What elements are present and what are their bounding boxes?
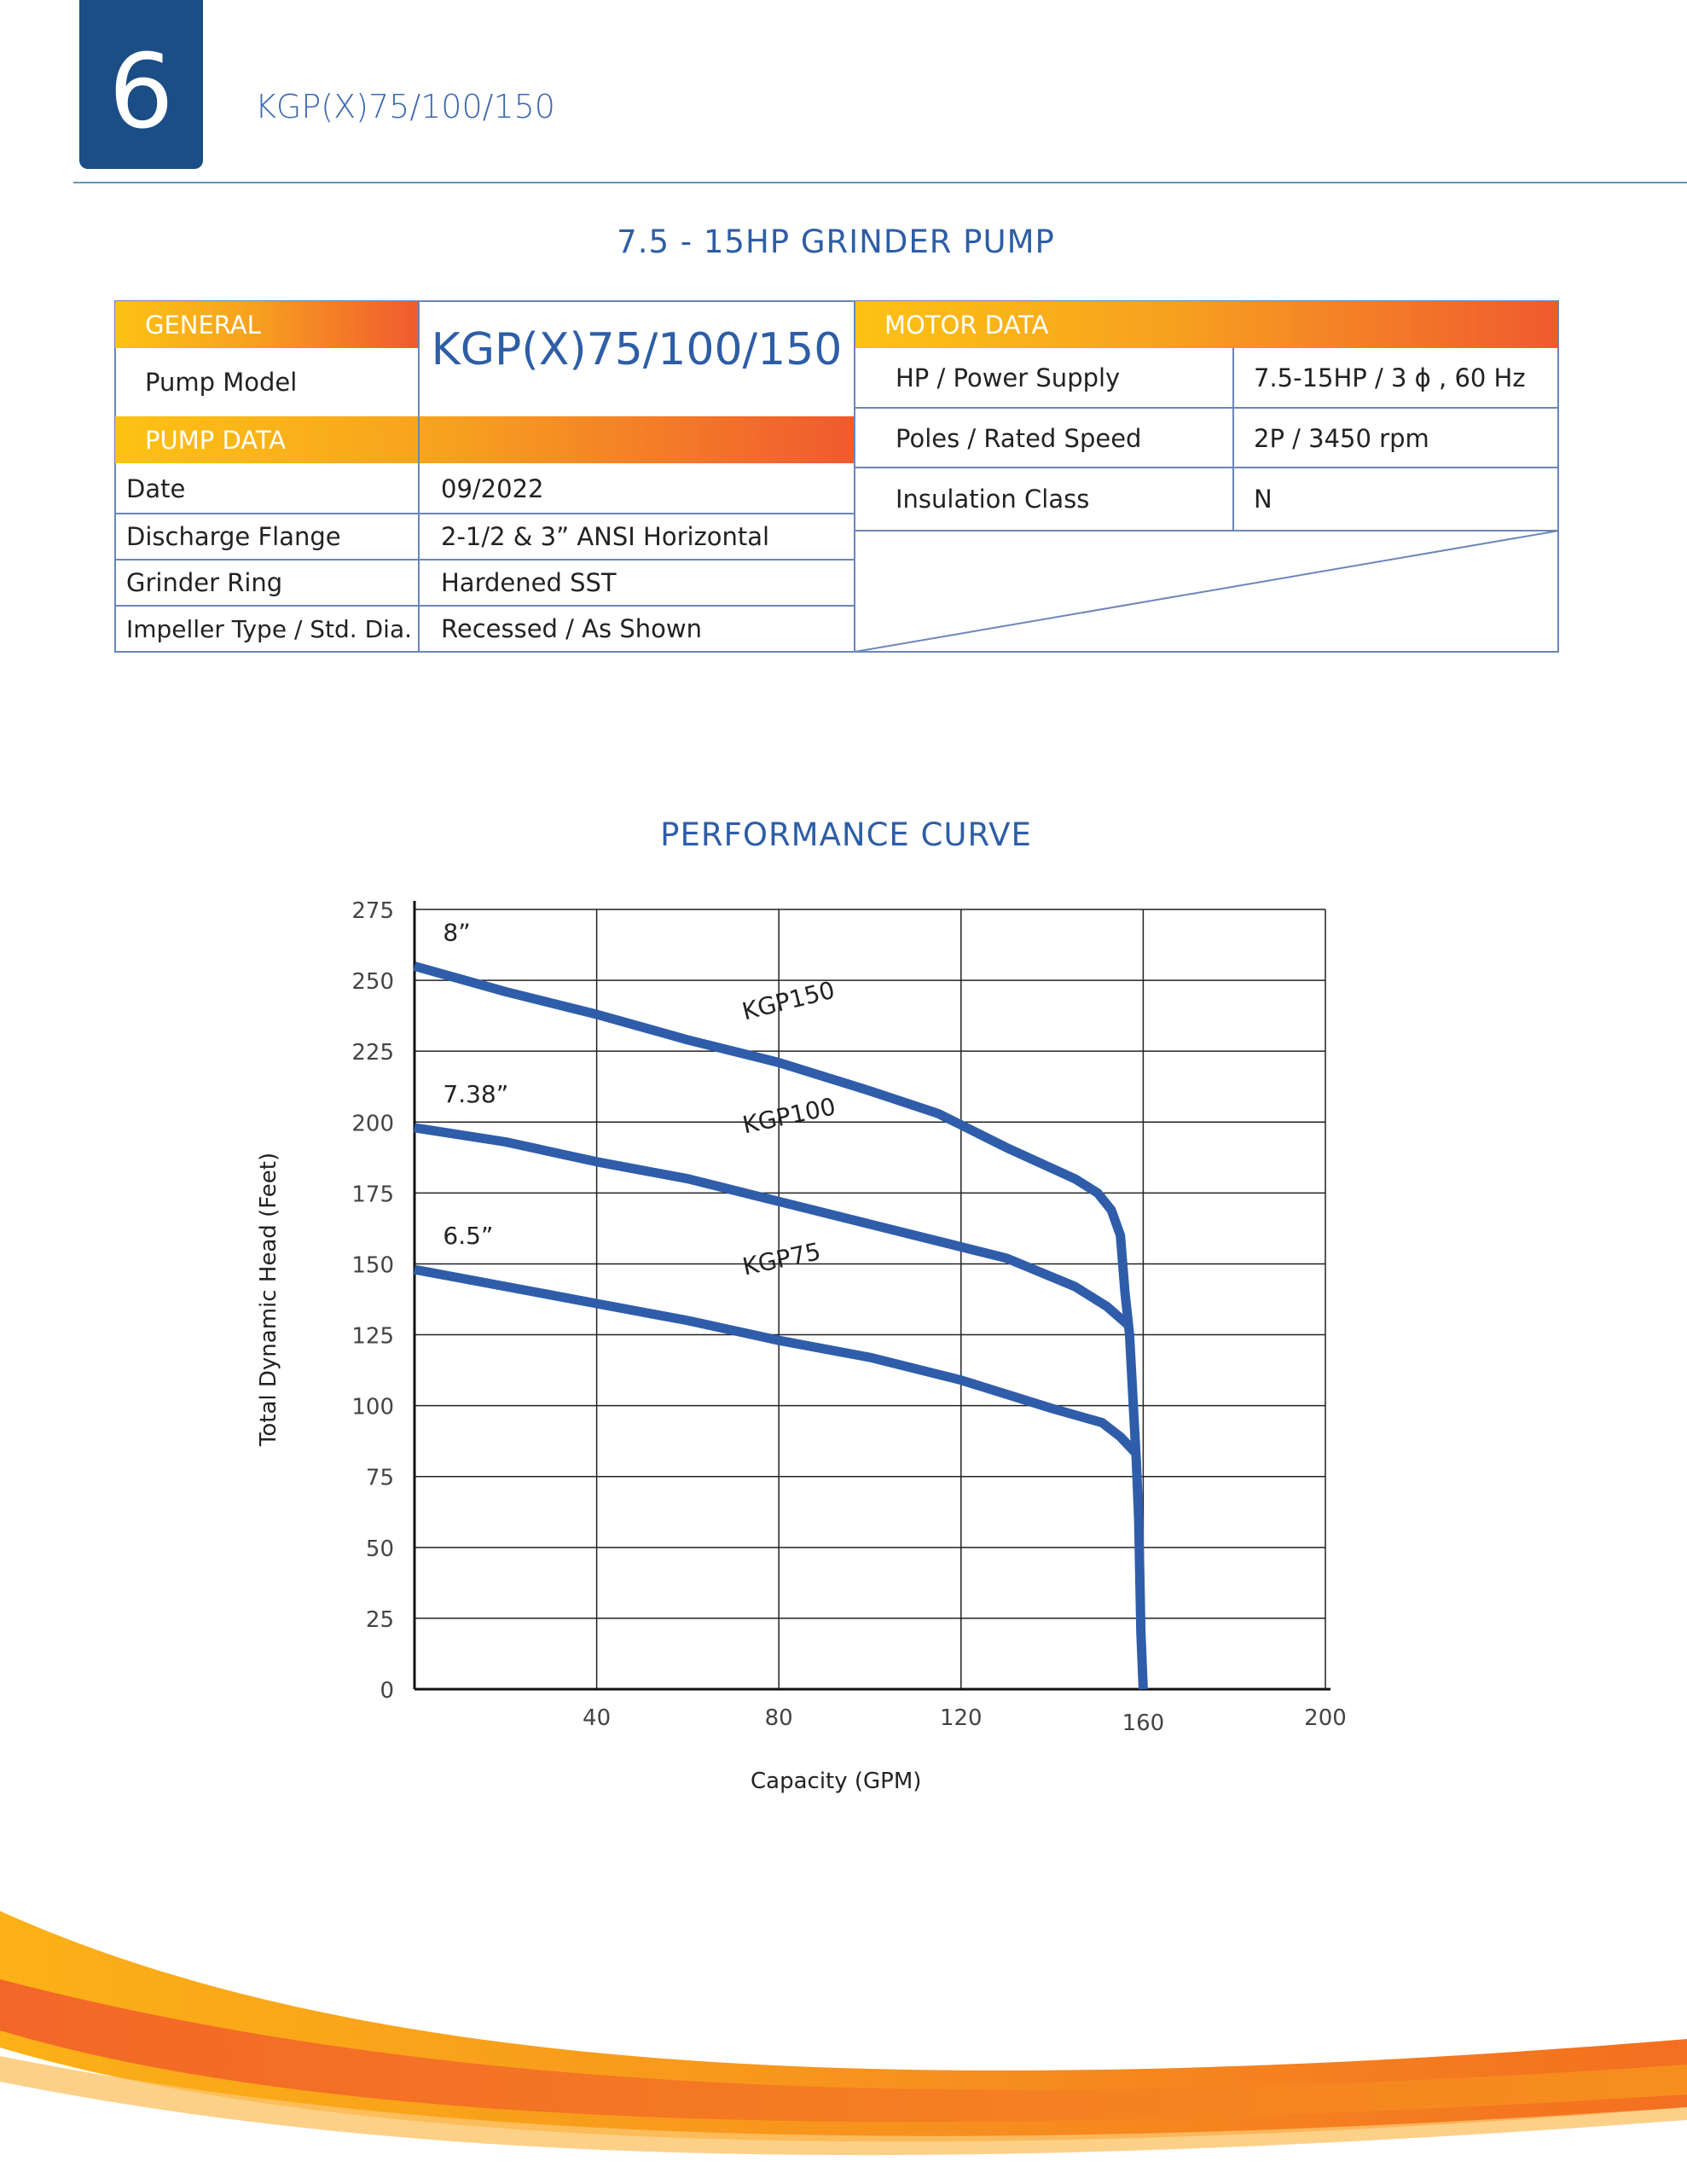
impeller-diameter-label: 8” [443,919,470,947]
pump-model-label: Pump Model [145,368,298,397]
y-tick-label: 250 [351,969,394,995]
motor-row-insulation-label: Insulation Class [896,485,1090,514]
y-tick-label: 25 [366,1607,394,1633]
motor-data-header: MOTOR DATA [855,301,1558,348]
header-divider [73,182,1687,183]
impeller-diameter-label: 7.38” [443,1080,508,1108]
row-divider [855,530,1559,531]
page-number-badge: 6 [79,0,203,169]
y-tick-label: 175 [351,1182,394,1207]
empty-cell-diagonal [855,531,1559,652]
y-tick-label: 200 [351,1111,394,1136]
series-label: KGP150 [739,976,838,1026]
x-tick-label: 40 [583,1705,611,1731]
motor-row-hp-label: HP / Power Supply [896,363,1121,392]
y-tick-label: 125 [351,1324,394,1350]
x-tick-label: 160 [1122,1711,1165,1736]
x-tick-label: 200 [1304,1705,1347,1731]
col-divider [418,300,420,653]
pump-data-row-ring-value: Hardened SST [441,568,617,597]
col-divider [854,300,855,653]
y-tick-label: 150 [351,1252,394,1278]
x-axis-label: Capacity (GPM) [751,1769,922,1794]
curve-kgp100 [414,1123,1133,1330]
header-model-title: KGP(X)75/100/150 [255,88,555,125]
pump-data-header: PUMP DATA [115,416,855,463]
curve-kgp150 [413,961,1148,1690]
page-number: 6 [108,33,174,152]
pump-data-row-date-value: 09/2022 [441,474,544,503]
curve-kgp75 [413,1264,1140,1457]
pump-data-row-flange-value: 2-1/2 & 3” ANSI Horizontal [441,522,770,551]
motor-row-poles-label: Poles / Rated Speed [896,424,1142,453]
decorative-swoosh [0,1911,1687,2156]
y-tick-label: 225 [351,1040,394,1066]
section-title: 7.5 - 15HP GRINDER PUMP [617,224,1055,260]
row-divider [114,605,855,607]
pump-data-row-flange-label: Discharge Flange [126,522,341,551]
x-tick-label: 80 [765,1705,793,1731]
pump-data-row-impeller-label: Impeller Type / Std. Dia. [126,614,413,643]
pump-data-row-date-label: Date [126,474,186,503]
row-divider [855,467,1559,468]
spec-table [114,300,1559,653]
chart-title: PERFORMANCE CURVE [660,816,1032,853]
impeller-diameter-label: 6.5” [443,1222,493,1250]
y-tick-label: 50 [366,1536,394,1562]
y-tick-label: 100 [351,1395,394,1420]
y-tick-label: 0 [380,1678,394,1704]
motor-row-poles-value: 2P / 3450 rpm [1254,424,1429,453]
row-divider [855,407,1559,409]
y-tick-label: 75 [366,1466,394,1491]
pump-data-row-ring-label: Grinder Ring [126,568,283,597]
col-divider [1232,348,1234,531]
motor-row-insulation-value: N [1254,485,1272,514]
pump-model-value: KGP(X)75/100/150 [431,324,843,375]
row-divider [114,559,855,561]
y-tick-label: 275 [351,898,394,924]
x-tick-label: 120 [940,1705,983,1731]
row-divider [114,513,855,514]
series-label: KGP100 [740,1092,838,1139]
performance-chart: 0 25 50 75 100 125 150 175 200 225 250 275 40 80 120 16… [351,898,1347,1736]
pump-data-row-impeller-value: Recessed / As Shown [441,614,702,643]
motor-row-hp-value: 7.5-15HP / 3 ϕ , 60 Hz [1254,363,1526,392]
general-header: GENERAL [115,301,419,348]
series-label: KGP75 [740,1237,823,1281]
